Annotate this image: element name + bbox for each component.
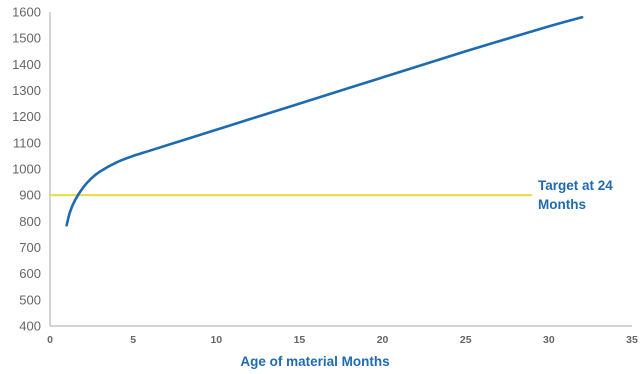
x-axis-label: Age of material Months — [240, 354, 389, 369]
y-tick-label: 800 — [19, 214, 41, 229]
x-tick-label: 5 — [130, 334, 136, 346]
x-tick-label: 15 — [294, 334, 306, 346]
x-tick-label: 25 — [460, 334, 472, 346]
y-tick-label: 600 — [19, 266, 41, 281]
y-tick-label: 1200 — [12, 109, 41, 124]
x-tick-label: 30 — [543, 334, 555, 346]
y-tick-label: 1300 — [12, 83, 41, 98]
target-annotation-line-1: Target at 24 — [538, 178, 613, 193]
y-tick-label: 1600 — [12, 5, 41, 20]
y-axis-ticks: 400 500 600 700 800 900 1000 1100 1200 1300 1400 15… — [12, 5, 41, 334]
series-line — [65, 15, 584, 227]
target-annotation: Target at 24 Months — [538, 178, 617, 212]
x-axis-ticks: 0 5 10 15 20 25 30 35 — [47, 334, 638, 346]
y-tick-label: 700 — [19, 240, 41, 255]
x-tick-label: 35 — [626, 334, 638, 346]
chart-axes — [49, 12, 632, 327]
y-tick-label: 900 — [19, 188, 41, 203]
y-tick-label: 1000 — [12, 162, 41, 177]
series-group — [65, 15, 584, 227]
y-tick-label: 1400 — [12, 57, 41, 72]
x-tick-label: 20 — [377, 334, 389, 346]
y-tick-label: 400 — [19, 319, 41, 334]
target-annotation-line-2: Months — [538, 197, 586, 212]
y-tick-label: 500 — [19, 292, 41, 307]
x-tick-label: 10 — [210, 334, 222, 346]
y-tick-label: 1100 — [13, 135, 41, 150]
y-tick-label: 1500 — [12, 31, 41, 46]
x-tick-label: 0 — [47, 334, 53, 346]
